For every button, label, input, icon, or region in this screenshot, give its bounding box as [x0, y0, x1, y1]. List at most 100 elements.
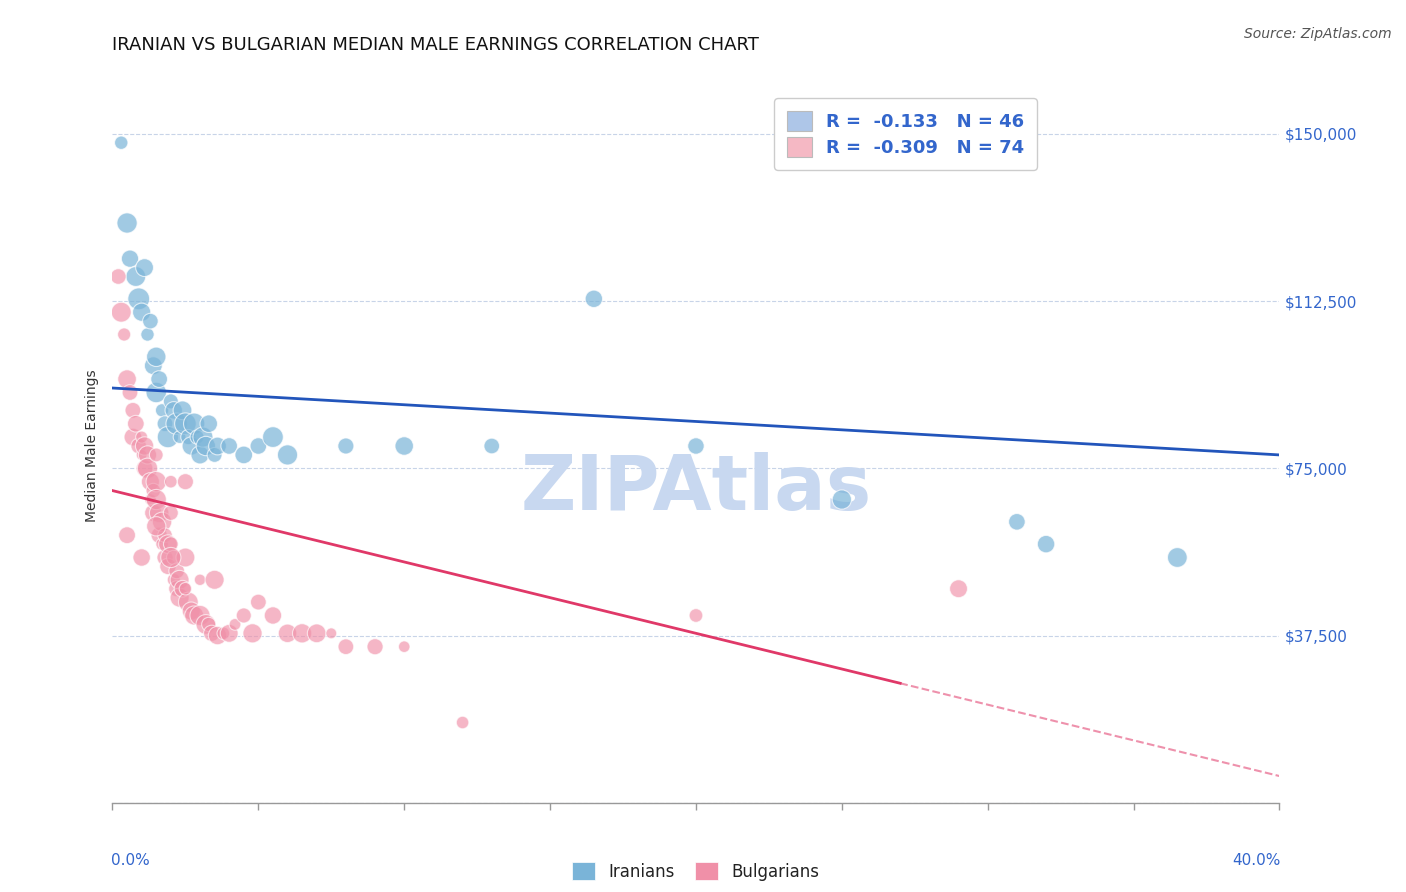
Point — [128, 439, 150, 453]
Point — [1005, 515, 1028, 529]
Point — [115, 372, 138, 386]
Point — [218, 439, 240, 453]
Point — [150, 403, 173, 417]
Point — [150, 515, 173, 529]
Point — [174, 550, 197, 565]
Point — [139, 492, 162, 507]
Point — [150, 537, 173, 551]
Point — [174, 475, 197, 489]
Point — [112, 327, 135, 342]
Point — [305, 626, 328, 640]
Point — [160, 550, 183, 565]
Point — [156, 430, 179, 444]
Point — [392, 439, 416, 453]
Point — [145, 519, 167, 533]
Point — [136, 448, 159, 462]
Point — [136, 327, 159, 342]
Point — [160, 394, 183, 409]
Point — [392, 640, 416, 654]
Point — [166, 564, 188, 578]
Point — [276, 448, 298, 462]
Point — [145, 475, 167, 489]
Point — [276, 626, 298, 640]
Point — [262, 608, 284, 623]
Text: 40.0%: 40.0% — [1232, 853, 1281, 868]
Point — [180, 439, 202, 453]
Point — [156, 537, 179, 551]
Point — [174, 417, 197, 431]
Point — [148, 506, 170, 520]
Point — [115, 216, 138, 230]
Point — [364, 640, 387, 654]
Point — [232, 448, 254, 462]
Point — [948, 582, 970, 596]
Point — [1035, 537, 1057, 551]
Y-axis label: Median Male Earnings: Median Male Earnings — [86, 369, 100, 523]
Point — [107, 269, 129, 284]
Point — [131, 305, 153, 319]
Point — [247, 595, 270, 609]
Point — [180, 604, 202, 618]
Point — [134, 439, 156, 453]
Point — [115, 528, 138, 542]
Point — [160, 537, 183, 551]
Legend: Iranians, Bulgarians: Iranians, Bulgarians — [565, 855, 827, 888]
Point — [174, 582, 197, 596]
Point — [291, 626, 314, 640]
Point — [197, 417, 219, 431]
Point — [188, 573, 211, 587]
Point — [166, 417, 188, 431]
Point — [153, 528, 176, 542]
Point — [207, 439, 229, 453]
Point — [145, 385, 167, 400]
Point — [204, 448, 226, 462]
Point — [131, 550, 153, 565]
Point — [247, 439, 270, 453]
Point — [177, 595, 200, 609]
Point — [118, 252, 141, 266]
Point — [197, 617, 219, 632]
Point — [131, 430, 153, 444]
Point — [166, 582, 188, 596]
Point — [134, 461, 156, 475]
Point — [172, 403, 194, 417]
Point — [153, 417, 176, 431]
Point — [153, 550, 176, 565]
Point — [160, 506, 183, 520]
Point — [160, 475, 183, 489]
Point — [118, 385, 141, 400]
Point — [194, 617, 217, 632]
Point — [169, 430, 191, 444]
Point — [142, 483, 165, 498]
Point — [110, 136, 132, 150]
Point — [125, 417, 148, 431]
Point — [212, 626, 235, 640]
Point — [172, 582, 194, 596]
Text: Source: ZipAtlas.com: Source: ZipAtlas.com — [1244, 27, 1392, 41]
Point — [218, 626, 240, 640]
Point — [451, 715, 474, 730]
Point — [131, 448, 153, 462]
Point — [139, 314, 162, 328]
Point — [335, 439, 357, 453]
Point — [122, 403, 145, 417]
Point — [481, 439, 503, 453]
Point — [232, 608, 254, 623]
Point — [169, 573, 191, 587]
Point — [125, 269, 148, 284]
Point — [145, 492, 167, 507]
Point — [204, 573, 226, 587]
Point — [128, 292, 150, 306]
Point — [145, 448, 167, 462]
Point — [163, 550, 186, 565]
Point — [685, 439, 707, 453]
Point — [156, 559, 179, 574]
Text: ZIPAtlas: ZIPAtlas — [520, 452, 872, 525]
Point — [142, 359, 165, 373]
Point — [194, 439, 217, 453]
Point — [148, 528, 170, 542]
Point — [188, 448, 211, 462]
Point — [207, 628, 229, 642]
Point — [142, 506, 165, 520]
Point — [122, 430, 145, 444]
